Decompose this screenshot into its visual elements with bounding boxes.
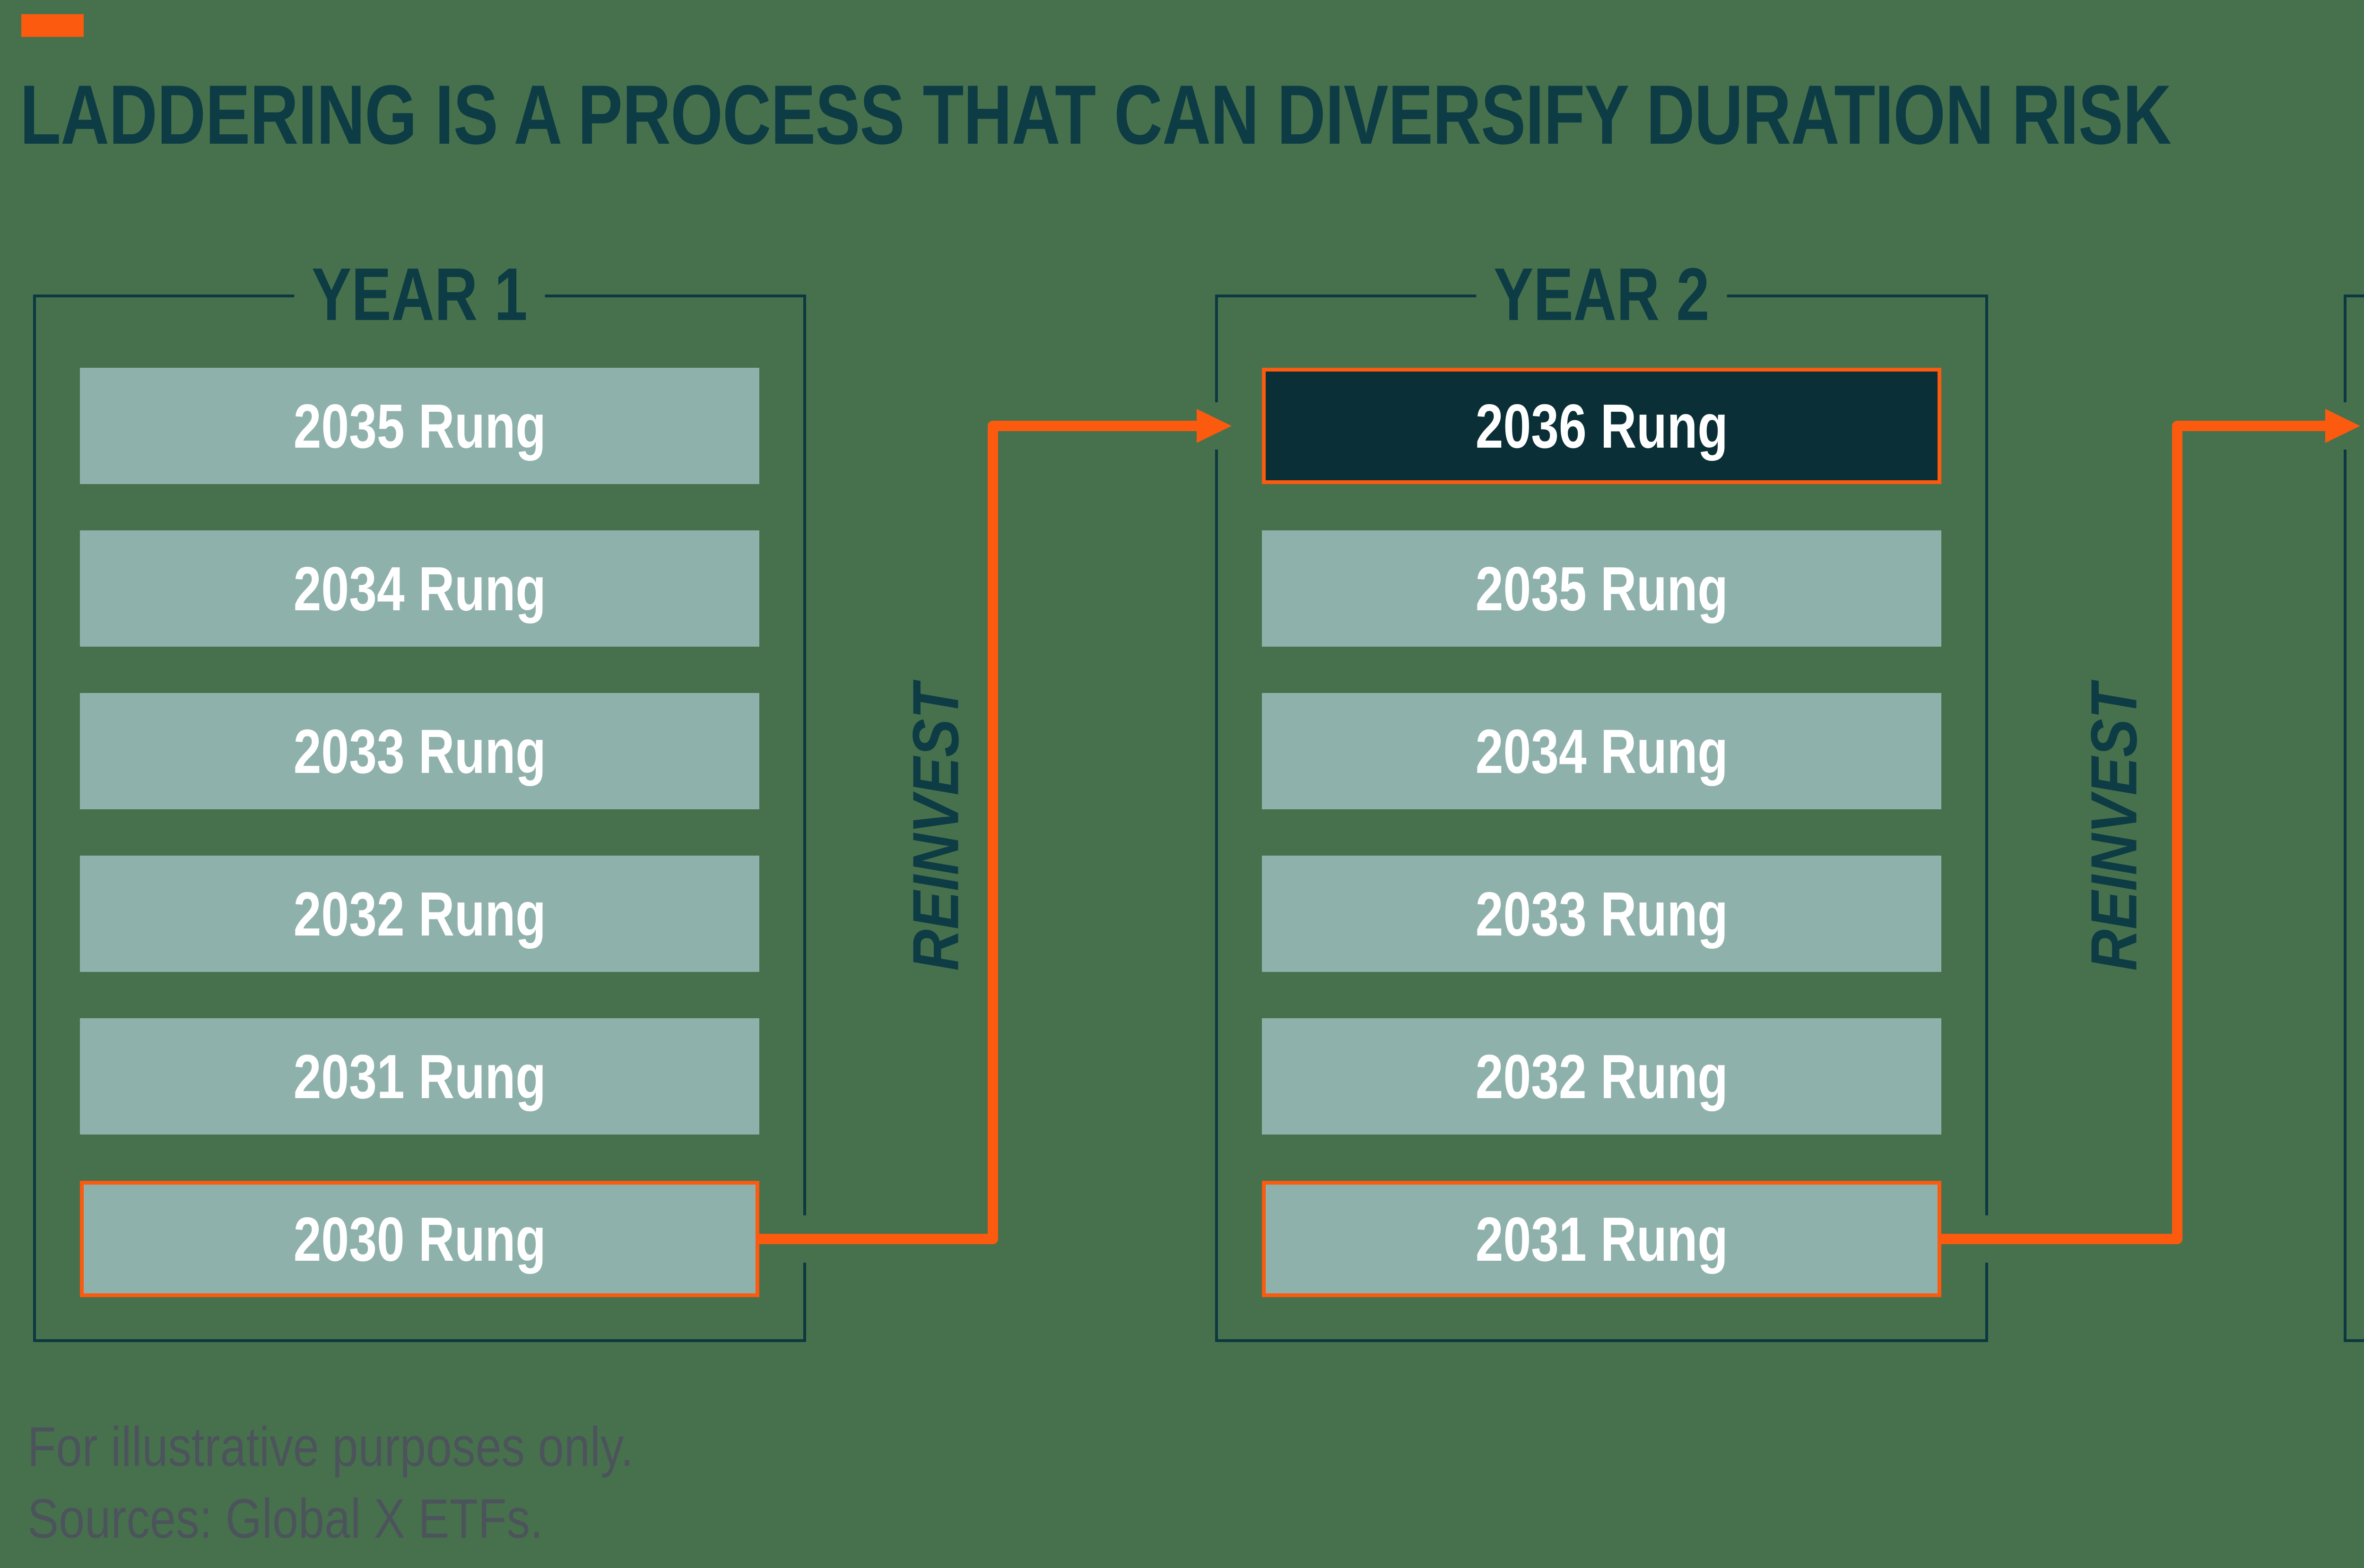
- rung-label: 2032 Rung: [293, 879, 546, 949]
- ladder-rung: 2032 Rung: [80, 856, 759, 972]
- rung-label: 2035 Rung: [293, 391, 546, 461]
- rung-label: 2031 Rung: [293, 1041, 546, 1111]
- ladder-rung: 2031 Rung: [1262, 1181, 1941, 1297]
- rung-label: 2030 Rung: [293, 1204, 546, 1274]
- ladder-rung: 2033 Rung: [1262, 856, 1941, 972]
- ladder-rung: 2035 Rung: [80, 368, 759, 484]
- ladder-rung: 2034 Rung: [1262, 693, 1941, 809]
- reinvest-arrow-1: [759, 402, 1232, 1263]
- rung-label: 2034 Rung: [293, 554, 546, 624]
- year-panel-label: YEAR 1: [294, 255, 545, 334]
- ladder-rung: 2032 Rung: [1262, 1018, 1941, 1135]
- year-panel-header: YEAR 1: [36, 255, 803, 334]
- reinvest-label-1: REINVEST: [899, 684, 973, 971]
- footnote-line: For illustrative purposes only.: [27, 1416, 634, 1478]
- ladder-rung: 2034 Rung: [80, 530, 759, 647]
- rung-label: 2035 Rung: [1475, 554, 1728, 624]
- reinvest-label-2: REINVEST: [2077, 684, 2151, 971]
- ladder-rung: 2036 Rung: [1262, 368, 1941, 484]
- rung-label: 2034 Rung: [1475, 716, 1728, 786]
- year-panel-header: YEAR 2: [1218, 255, 1985, 334]
- rung-label: 2033 Rung: [293, 716, 546, 786]
- ladder-rung: 2035 Rung: [1262, 530, 1941, 647]
- ladder-rung: 2030 Rung: [80, 1181, 759, 1297]
- ladder-rung: 2033 Rung: [80, 693, 759, 809]
- rung-label: 2032 Rung: [1475, 1041, 1728, 1111]
- footnote: For illustrative purposes only. Sources:…: [27, 1411, 634, 1555]
- year-panel-label: YEAR 2: [1476, 255, 1727, 334]
- year-panel-1: YEAR 1 2035 Rung 2034 Rung 2033 Rung 2032 Ru…: [33, 255, 806, 1342]
- rung-label: 2036 Rung: [1475, 391, 1728, 461]
- accent-dash: [21, 14, 84, 37]
- ladder-rung: 2031 Rung: [80, 1018, 759, 1135]
- footnote-line: Sources: Global X ETFs.: [27, 1488, 543, 1550]
- rung-label: 2033 Rung: [1475, 879, 1728, 949]
- page-title: LADDERING IS A PROCESS THAT CAN DIVERSIF…: [20, 68, 2172, 162]
- year-panel-header: YEAR 3: [2347, 255, 2364, 334]
- year-panel-2: YEAR 2 2036 Rung 2035 Rung 2034 Rung 2033 Ru…: [1215, 255, 1988, 1342]
- rung-label: 2031 Rung: [1475, 1204, 1728, 1274]
